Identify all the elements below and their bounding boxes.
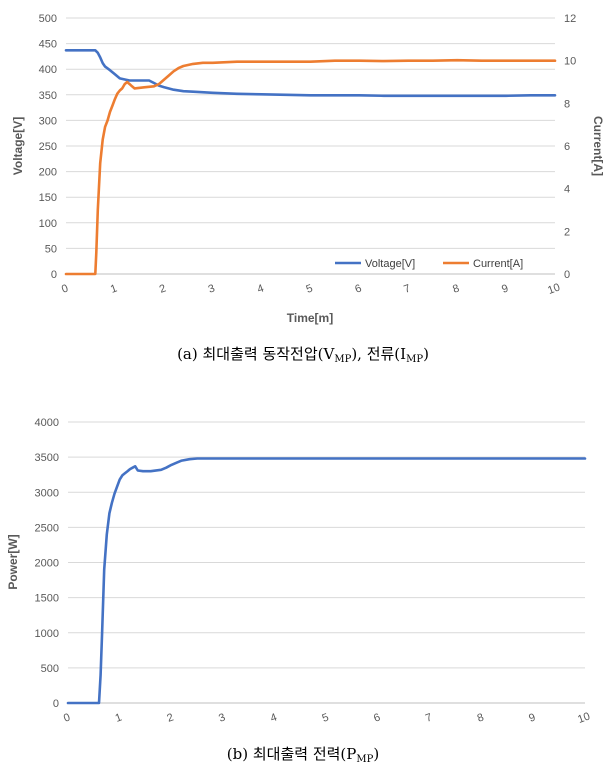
series-line-current-a- [64, 58, 557, 276]
y2-tick-label: 2 [564, 226, 570, 238]
y2-tick-label: 4 [564, 184, 570, 196]
y-tick-label: 0 [51, 269, 57, 281]
chart-a-y2-axis-title: Current[A] [591, 116, 605, 176]
chart-b-gridlines [68, 421, 585, 704]
chart-a-caption: (a) 최대출력 동작전압(VMP), 전류(IMP) [177, 345, 429, 365]
y-tick-label: 3000 [35, 487, 59, 499]
chart-a-gridlines [66, 17, 555, 275]
chart-a-x-axis-title: Time[m] [287, 311, 333, 325]
y-tick-label: 500 [39, 13, 57, 25]
caption-text: ) [423, 345, 429, 363]
x-tick-label: 9 [527, 711, 537, 724]
power-chart: 0 500 1000 1500 2000 2500 3000 3500 4000 0 1 2 3 4 5 6… [6, 417, 592, 765]
y-tick-label: 150 [39, 192, 57, 204]
caption-subscript: MP [334, 354, 351, 365]
legend-label: Current[A] [473, 258, 523, 270]
chart-a-x-tick-labels: 0 1 2 3 4 5 6 7 8 9 10 [60, 281, 562, 296]
caption-text: (a) 최대출력 동작전압(V [177, 345, 335, 363]
chart-a-right-tick-labels: 0 2 4 6 8 10 12 [564, 13, 576, 281]
x-tick-label: 1 [114, 711, 124, 724]
y-tick-label: 1500 [35, 593, 59, 605]
y-tick-label: 300 [39, 115, 57, 127]
x-tick-label: 7 [402, 282, 412, 295]
caption-subscript: MP [406, 354, 423, 365]
y-tick-label: 3500 [35, 452, 59, 464]
caption-subscript: MP [356, 754, 373, 765]
y-tick-label: 100 [39, 218, 57, 230]
chart-a-legend: Voltage[V] Current[A] [335, 258, 523, 270]
x-tick-label: 3 [217, 711, 227, 724]
x-tick-label: 8 [476, 711, 486, 724]
series-line-power [66, 457, 587, 705]
chart-a-left-tick-labels: 0 50 100 150 200 250 300 350 400 450 500 [39, 13, 57, 281]
y2-tick-label: 6 [564, 141, 570, 153]
series-line-voltage-v- [64, 49, 557, 98]
y2-tick-label: 8 [564, 98, 570, 110]
chart-b-series-lines [66, 457, 587, 705]
x-tick-label: 2 [158, 282, 168, 295]
x-tick-label: 5 [321, 711, 331, 724]
y-tick-label: 250 [39, 141, 57, 153]
y2-tick-label: 12 [564, 13, 576, 25]
chart-b-x-tick-labels: 0 1 2 3 4 5 6 7 8 9 10 [62, 710, 592, 725]
y-tick-label: 2000 [35, 558, 59, 570]
y-tick-label: 450 [39, 39, 57, 51]
x-tick-label: 7 [424, 711, 434, 724]
x-tick-label: 6 [353, 282, 363, 295]
y-tick-label: 1000 [35, 628, 59, 640]
x-tick-label: 10 [576, 710, 592, 725]
chart-b-left-tick-labels: 0 500 1000 1500 2000 2500 3000 3500 4000 [35, 417, 59, 710]
y2-tick-label: 0 [564, 269, 570, 281]
y-tick-label: 0 [53, 698, 59, 710]
caption-text: ) [373, 745, 379, 763]
legend-label: Voltage[V] [365, 258, 415, 270]
y2-tick-label: 10 [564, 56, 576, 68]
caption-text: ), 전류(I [351, 345, 406, 363]
y-tick-label: 200 [39, 167, 57, 179]
x-tick-label: 6 [372, 711, 382, 724]
y-tick-label: 4000 [35, 417, 59, 429]
x-tick-label: 0 [60, 282, 70, 295]
y-tick-label: 400 [39, 64, 57, 76]
x-tick-label: 3 [207, 282, 217, 295]
x-tick-label: 8 [451, 282, 461, 295]
chart-a-y-axis-title: Voltage[V] [11, 117, 25, 175]
x-tick-label: 2 [165, 711, 175, 724]
chart-a-series-lines [64, 49, 557, 276]
x-tick-label: 4 [256, 282, 266, 295]
x-tick-label: 1 [109, 282, 119, 295]
x-tick-label: 10 [546, 281, 562, 296]
chart-b-caption: (b) 최대출력 전력(PMP) [227, 745, 379, 765]
chart-b-y-axis-title: Power[W] [6, 534, 20, 589]
x-tick-label: 0 [62, 711, 72, 724]
x-tick-label: 5 [305, 282, 315, 295]
y-tick-label: 2500 [35, 522, 59, 534]
y-tick-label: 50 [45, 243, 57, 255]
caption-text: (b) 최대출력 전력(P [227, 745, 357, 763]
y-tick-label: 350 [39, 90, 57, 102]
x-tick-label: 9 [500, 282, 510, 295]
y-tick-label: 500 [41, 663, 59, 675]
x-tick-label: 4 [269, 711, 279, 724]
